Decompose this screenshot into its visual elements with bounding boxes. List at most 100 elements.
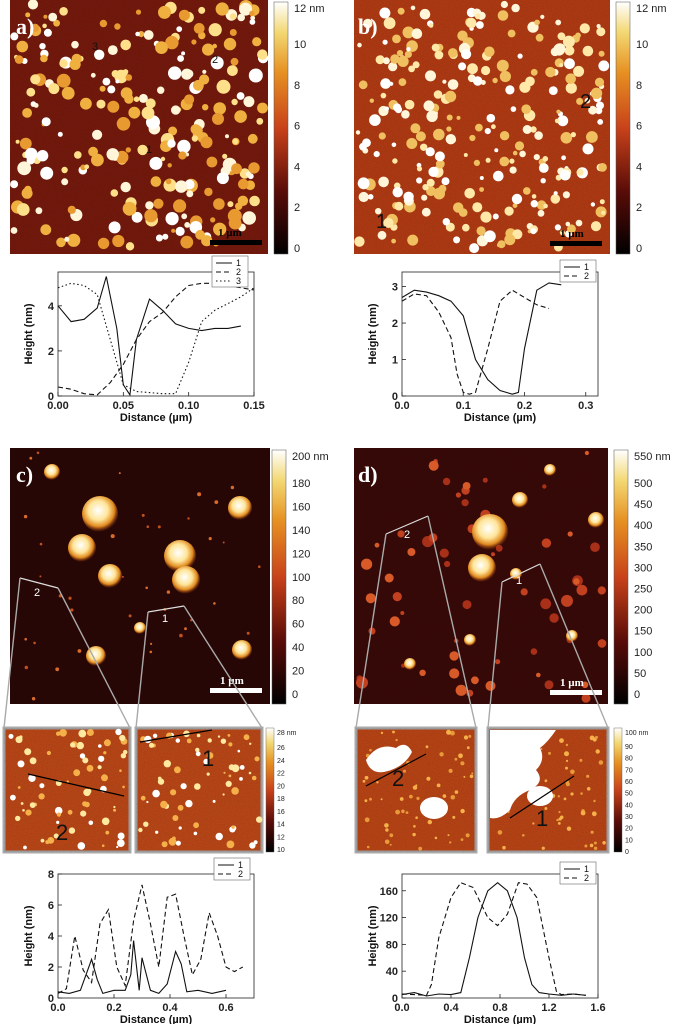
zoom-marker-c-1: 1 [202,746,214,771]
afm-grain [251,775,257,781]
afm-grain [590,830,594,834]
afm-grain [521,104,531,114]
zoom-lines-c [3,577,263,729]
afm-grain [512,229,523,240]
afm-grain [557,32,566,41]
afm-grain [46,750,52,756]
line-marker-c-1: 1 [162,613,168,625]
colorbar-a: 12 nm 10 8 6 4 2 0 [273,1,325,255]
afm-grain [227,65,238,76]
afm-grain [595,107,603,115]
y-axis-label: Height (nm) [367,303,379,364]
afm-grain [495,659,501,665]
afm-grain [202,104,209,111]
afm-grain [144,209,158,223]
afm-grain [256,816,263,823]
afm-grain [364,799,368,803]
afm-grain [420,143,428,151]
afm-particle [544,464,556,476]
afm-grain [193,831,198,836]
afm-grain [112,234,125,248]
afm-grain [29,802,36,808]
legend-entry: 1 [584,262,589,272]
afm-grain [454,790,459,794]
zoom-colorbar-d-tick: 70 [625,767,633,774]
afm-grain [403,769,406,773]
afm-grain [533,154,540,161]
afm-grain [187,517,190,520]
afm-grain [382,39,388,45]
afm-grain [457,30,468,41]
line-marker-d-1: 1 [516,575,522,587]
afm-grain [239,2,253,16]
afm-grain [404,50,412,58]
afm-grain [10,180,19,189]
afm-grain [101,817,110,826]
afm-grain [358,80,368,90]
afm-grain [210,217,216,223]
afm-grain [541,538,552,548]
afm-grain [369,114,381,126]
afm-grain [399,797,404,801]
afm-grain [24,665,28,670]
afm-grain [446,729,452,735]
afm-grain [160,800,168,809]
afm-particle [464,634,476,646]
afm-grain [191,135,199,142]
afm-grain [239,765,245,770]
afm-grain [146,800,149,804]
afm-grain [178,9,190,21]
afm-grain [31,697,36,701]
afm-grain [138,93,148,103]
afm-grain [412,832,416,837]
afm-grain [145,98,156,109]
afm-grain [145,586,148,590]
afm-grain [157,778,165,785]
afm-grain [480,211,492,223]
afm-grain [573,65,585,77]
afm-grain [15,815,21,822]
afm-grain [15,139,20,144]
afm-grain [201,235,213,247]
afm-grain [561,155,566,161]
afm-grain [590,542,600,552]
afm-grain [191,39,197,45]
y-tick-label: 8 [48,869,54,881]
afm-grain [484,46,495,57]
afm-grain [584,450,590,456]
afm-grain [355,130,361,135]
series-line-2 [57,884,244,994]
afm-grain [28,774,36,782]
colorbar-c-tick: 40 [292,642,304,654]
afm-grain [509,158,515,164]
afm-grain [544,779,548,783]
afm-grain [446,114,453,121]
afm-grain [425,147,435,157]
afm-grain [165,35,179,50]
afm-particle [134,622,146,634]
legend-box [559,861,597,885]
afm-grain [423,100,435,112]
afm-grain [257,49,268,60]
afm-grain [462,223,470,232]
y-tick-label: 4 [48,301,55,313]
zoom-colorbar-d-tick: 40 [625,802,633,809]
afm-grain [378,132,386,140]
afm-grain [425,745,429,749]
series-line-2 [401,882,586,996]
afm-grain [248,68,263,83]
afm-grain [542,156,549,162]
afm-grain [227,208,242,223]
afm-grain [122,69,129,75]
afm-grain [61,86,75,100]
plot-frame [57,873,255,999]
afm-grain [158,5,171,19]
afm-particle [44,464,60,480]
afm-grain [185,69,194,79]
afm-grain [24,748,32,756]
afm-grain [426,776,431,781]
colorbar-d-unit: 550 nm [634,451,671,463]
afm-grain [464,188,476,199]
colorbar-d-tick: 250 [634,584,652,596]
afm-grain [97,765,102,770]
